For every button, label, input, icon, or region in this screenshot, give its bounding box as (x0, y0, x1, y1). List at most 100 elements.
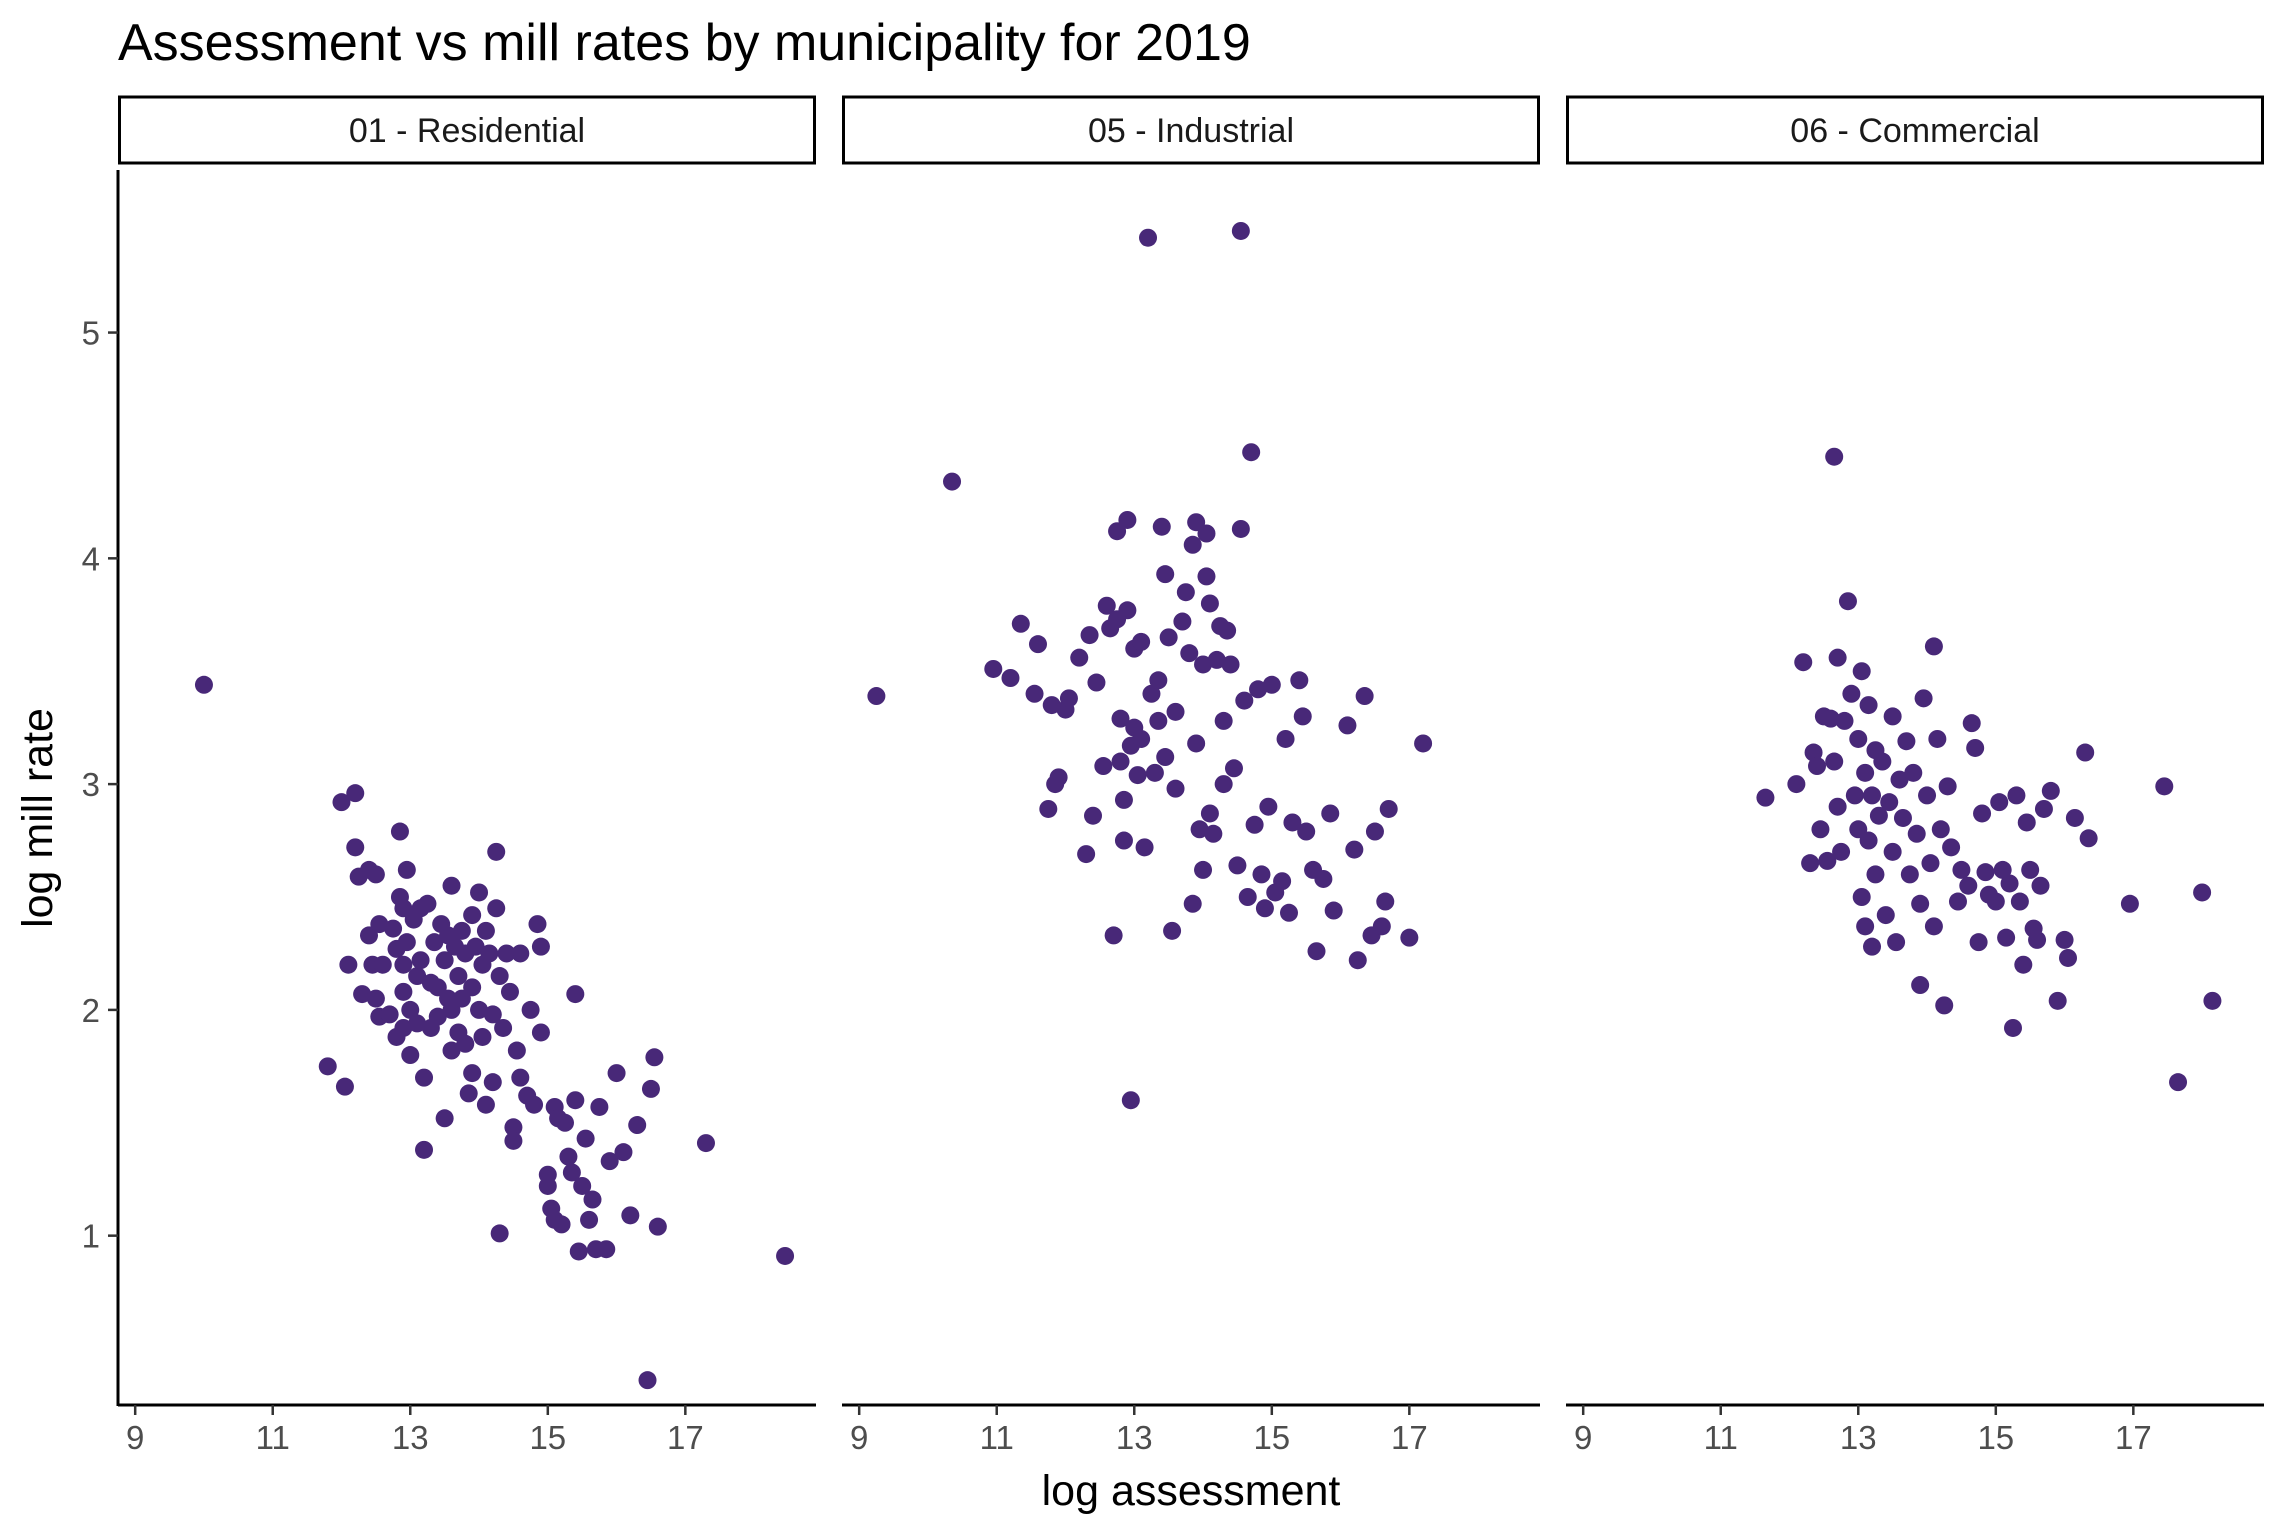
data-point (1986, 892, 2005, 911)
data-point (425, 933, 444, 952)
data-point (1200, 804, 1219, 823)
data-point (1042, 696, 1061, 715)
x-tick-label: 11 (980, 1419, 1014, 1456)
data-point (2079, 829, 2098, 848)
data-point (552, 1215, 571, 1234)
data-point (1194, 655, 1213, 674)
data-point (1152, 517, 1171, 536)
facet-panel: 01 - Residential 9 11 13 15 17 (118, 95, 816, 1456)
data-point (1025, 684, 1044, 703)
x-tick-label: 15 (529, 1419, 566, 1456)
data-point (1128, 766, 1147, 785)
data-point (2041, 781, 2060, 800)
data-point (1907, 824, 1926, 843)
data-point (1252, 865, 1271, 884)
data-point (476, 1095, 495, 1114)
data-point (408, 967, 427, 986)
y-tick-label: 1 (82, 1218, 100, 1255)
data-point (648, 1217, 667, 1236)
data-point (1931, 820, 1950, 839)
data-point (1039, 799, 1058, 818)
data-point (1077, 845, 1096, 864)
data-point (442, 876, 461, 895)
data-point (1852, 662, 1871, 681)
data-point (1121, 1091, 1140, 1110)
data-point (1948, 892, 1967, 911)
data-point (776, 1246, 795, 1265)
data-point (1952, 860, 1971, 879)
data-point (2007, 786, 2026, 805)
data-point (1118, 601, 1137, 620)
data-point (1176, 583, 1195, 602)
facet-strip-label: 01 - Residential (349, 112, 585, 150)
data-point (353, 985, 372, 1004)
data-point (696, 1134, 715, 1153)
data-point (1180, 644, 1199, 663)
data-point (1376, 892, 1395, 911)
scatter-points (867, 221, 1433, 1110)
data-point (1218, 621, 1237, 640)
data-point (1132, 632, 1151, 651)
data-point (394, 1018, 413, 1037)
data-point (1828, 797, 1847, 816)
data-point (1255, 899, 1274, 918)
data-point (346, 838, 365, 857)
data-point (1845, 786, 1864, 805)
data-point (1976, 863, 1995, 882)
x-tick-label: 9 (126, 1419, 144, 1456)
data-point (531, 1023, 550, 1042)
facet-strip (1566, 95, 2264, 165)
data-point (1104, 926, 1123, 945)
data-point (1111, 709, 1130, 728)
x-tick-label: 11 (1704, 1419, 1738, 1456)
data-point (1893, 808, 1912, 827)
data-point (1942, 838, 1961, 857)
data-point (1825, 447, 1844, 466)
y-axis-title: log mill rate (14, 708, 62, 928)
data-point (1873, 752, 1892, 771)
y-axis: 1 2 3 4 5 (82, 170, 120, 1406)
data-point (1283, 813, 1302, 832)
data-point (1156, 565, 1175, 584)
data-point (463, 1064, 482, 1083)
data-point (394, 955, 413, 974)
data-point (1794, 653, 1813, 672)
data-point (390, 822, 409, 841)
data-point (1863, 937, 1882, 956)
data-point (1149, 711, 1168, 730)
data-point (1345, 840, 1364, 859)
data-point (867, 687, 886, 706)
data-point (487, 899, 506, 918)
data-point (380, 1005, 399, 1024)
data-point (194, 675, 213, 694)
data-point (476, 921, 495, 940)
x-axis-title: log assessment (1042, 1467, 1341, 1515)
data-point (494, 1018, 513, 1037)
x-tick-label: 13 (1840, 1419, 1877, 1456)
data-point (1070, 648, 1089, 667)
x-tick-label: 13 (1116, 1419, 1153, 1456)
data-point (370, 915, 389, 934)
data-point (1297, 822, 1316, 841)
data-point (2034, 799, 2053, 818)
data-point (466, 937, 485, 956)
data-point (1825, 752, 1844, 771)
data-point (1242, 443, 1261, 462)
y-tick-label: 3 (82, 766, 100, 803)
data-point (1935, 996, 1954, 1015)
data-point (1863, 786, 1882, 805)
data-point (463, 978, 482, 997)
data-point (2055, 930, 2074, 949)
data-point (2203, 991, 2222, 1010)
data-point (1214, 775, 1233, 794)
data-point (531, 937, 550, 956)
data-point (2048, 991, 2067, 1010)
x-tick-label: 17 (1391, 1419, 1428, 1456)
data-point (497, 944, 516, 963)
data-point (580, 1210, 599, 1229)
facet-panel: 06 - Commercial 9 11 13 15 17 (1566, 95, 2264, 1456)
data-point (2017, 813, 2036, 832)
data-point (1259, 797, 1278, 816)
data-point (1142, 684, 1161, 703)
data-point (1842, 684, 1861, 703)
